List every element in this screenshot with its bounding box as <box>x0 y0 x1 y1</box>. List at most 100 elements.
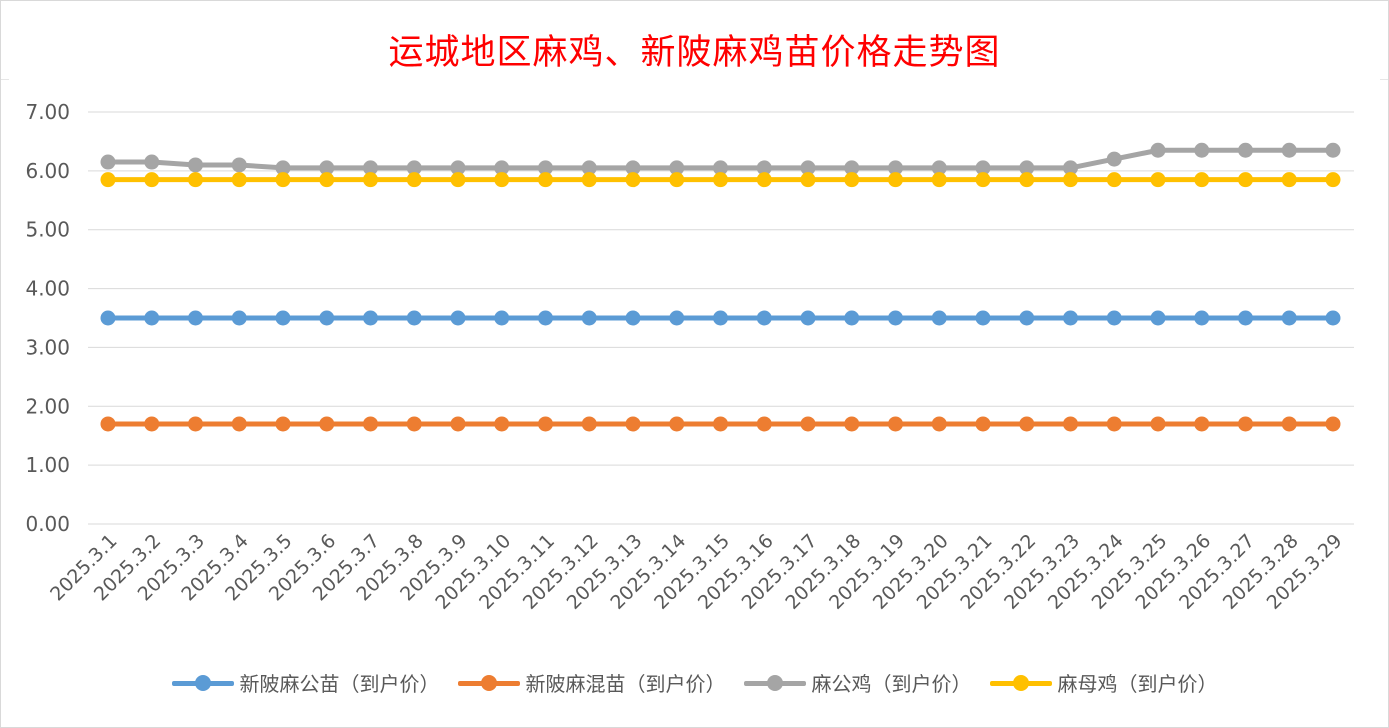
data-point <box>625 310 641 326</box>
data-point <box>1063 416 1078 432</box>
legend-label: 麻母鸡（到户价） <box>1057 672 1218 696</box>
data-point <box>1106 172 1122 188</box>
data-point <box>975 416 991 432</box>
data-point <box>275 160 291 176</box>
data-point <box>188 416 203 432</box>
legend-item: 麻公鸡（到户价） <box>743 668 972 697</box>
legend-swatch <box>989 674 1052 691</box>
data-point <box>844 160 860 176</box>
data-point <box>713 172 728 188</box>
data-point <box>1106 151 1122 167</box>
legend-item: 新陂麻公苗（到户价） <box>171 668 440 697</box>
data-point <box>1238 172 1253 188</box>
data-point <box>669 310 685 326</box>
y-tick-label: 3.00 <box>25 335 70 359</box>
data-point <box>1019 416 1035 432</box>
data-point <box>231 172 247 188</box>
data-point <box>975 172 991 188</box>
y-tick-label: 0.00 <box>25 512 70 536</box>
data-point <box>144 416 160 432</box>
data-point <box>406 160 422 176</box>
legend-label: 麻公鸡（到户价） <box>811 672 972 696</box>
data-point <box>625 416 641 432</box>
y-tick-label: 4.00 <box>25 277 70 301</box>
data-point <box>1281 172 1297 188</box>
sheet-gridline <box>1 79 9 80</box>
legend-item: 麻母鸡（到户价） <box>989 668 1218 697</box>
data-point <box>1194 416 1210 432</box>
data-point <box>800 416 816 432</box>
data-point <box>1281 142 1297 158</box>
data-point <box>931 160 947 176</box>
data-point <box>450 310 466 326</box>
data-point <box>494 160 510 176</box>
data-point <box>756 310 772 326</box>
data-point <box>1150 416 1166 432</box>
data-point <box>1325 310 1341 326</box>
data-point <box>231 310 247 326</box>
data-point <box>1150 172 1166 188</box>
legend-label: 新陂麻混苗（到户价） <box>525 672 726 696</box>
data-point <box>494 172 510 188</box>
data-point <box>538 310 553 326</box>
data-point <box>625 160 641 176</box>
data-point <box>1325 416 1341 432</box>
data-point <box>975 310 991 326</box>
data-point <box>538 172 553 188</box>
data-point <box>800 172 816 188</box>
y-axis-ticks: 0.00 1.00 2.00 3.00 4.00 5.00 6.00 7.00 <box>25 100 70 536</box>
gridlines <box>88 111 1354 525</box>
data-point <box>1063 172 1078 188</box>
data-point <box>669 160 685 176</box>
data-point <box>1106 416 1122 432</box>
data-point <box>581 416 597 432</box>
data-point <box>494 416 510 432</box>
legend-swatch-marker <box>480 674 497 691</box>
y-tick-label: 6.00 <box>25 159 70 183</box>
legend-swatch-marker <box>194 674 211 691</box>
data-point <box>844 416 860 432</box>
data-point <box>450 416 466 432</box>
legend-item: 新陂麻混苗（到户价） <box>457 668 726 697</box>
sheet-gridline <box>1380 79 1388 80</box>
data-point <box>800 310 816 326</box>
legend-label: 新陂麻公苗（到户价） <box>239 672 440 696</box>
data-point <box>1238 416 1253 432</box>
legend-swatch-marker <box>766 674 783 691</box>
data-point <box>275 310 291 326</box>
data-point <box>406 310 422 326</box>
x-axis-ticks: 2025.3.12025.3.22025.3.32025.3.42025.3.5… <box>46 530 1346 614</box>
data-point <box>144 310 160 326</box>
y-tick-label: 2.00 <box>25 394 70 418</box>
data-point <box>144 172 160 188</box>
data-point <box>319 416 335 432</box>
data-point <box>756 416 772 432</box>
data-point <box>1106 310 1122 326</box>
data-point <box>100 172 116 188</box>
data-point <box>538 416 553 432</box>
y-tick-label: 5.00 <box>25 218 70 242</box>
data-point <box>319 310 335 326</box>
data-point <box>319 160 335 176</box>
data-point <box>188 157 203 173</box>
data-point <box>975 160 991 176</box>
data-point <box>1238 142 1253 158</box>
data-point <box>756 172 772 188</box>
legend: 新陂麻公苗（到户价） 新陂麻混苗（到户价） 麻公鸡（到户价） 麻母鸡（到户价） <box>0 668 1389 697</box>
data-point <box>188 310 203 326</box>
data-point <box>669 416 685 432</box>
data-point <box>1325 172 1341 188</box>
data-point <box>713 416 728 432</box>
data-point <box>363 172 378 188</box>
chart-title: 运城地区麻鸡、新陂麻鸡苗价格走势图 <box>388 33 1001 73</box>
data-point <box>450 160 466 176</box>
data-point <box>1194 310 1210 326</box>
data-point <box>713 160 728 176</box>
data-point <box>450 172 466 188</box>
data-point <box>1150 142 1166 158</box>
data-point <box>931 416 947 432</box>
data-point <box>1019 310 1035 326</box>
y-tick-label: 7.00 <box>25 100 70 124</box>
